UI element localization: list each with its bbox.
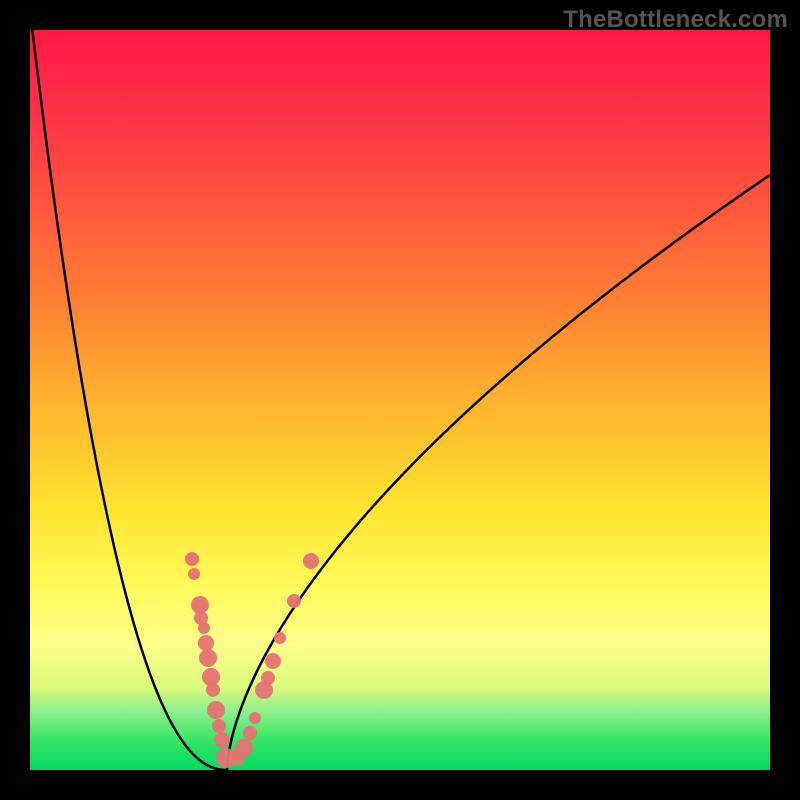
watermark-text: TheBottleneck.com xyxy=(563,6,788,34)
curve-marker xyxy=(199,649,217,667)
curve-marker xyxy=(303,553,319,569)
curve-marker xyxy=(243,726,257,740)
curve-marker xyxy=(198,622,210,634)
curve-marker xyxy=(265,653,281,669)
curve-marker xyxy=(212,719,226,733)
chart-svg xyxy=(0,0,800,800)
curve-marker xyxy=(235,739,253,757)
curve-marker xyxy=(198,635,214,651)
curve-marker xyxy=(274,632,286,644)
curve-marker xyxy=(287,594,301,608)
curve-marker xyxy=(214,732,230,748)
curve-marker xyxy=(249,712,261,724)
curve-marker xyxy=(207,701,225,719)
chart-gradient-background xyxy=(30,30,770,770)
curve-marker xyxy=(188,568,200,580)
curve-marker xyxy=(206,683,220,697)
curve-marker xyxy=(261,671,275,685)
bottleneck-chart: TheBottleneck.com xyxy=(0,0,800,800)
curve-marker xyxy=(185,552,199,566)
